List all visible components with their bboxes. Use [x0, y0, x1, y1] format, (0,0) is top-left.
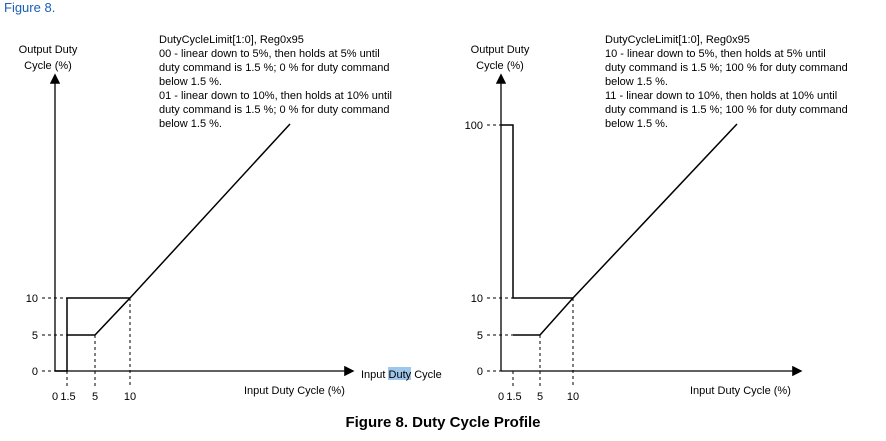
- left-ylabel-line-1: Output Duty: [19, 44, 78, 56]
- left-xtick-10: 10: [124, 391, 136, 403]
- right-desc-line: below 1.5 %.: [605, 118, 668, 130]
- right-profile-10pct: [501, 124, 573, 299]
- left-desc-line: below 1.5 %.: [159, 118, 222, 130]
- right-desc-line: DutyCycleLimit[1:0], Reg0x95: [605, 34, 750, 46]
- right-desc-line: 10 - linear down to 5%, then holds at 5%…: [605, 48, 826, 60]
- figure-link[interactable]: Figure 8.: [4, 0, 56, 15]
- left-xtick-1-5: 1.5: [60, 391, 75, 403]
- left-desc-line: duty command is 1.5 %; 0 % for duty comm…: [159, 62, 390, 74]
- figure-caption: Figure 8. Duty Cycle Profile: [345, 414, 540, 431]
- right-ylabel-line-2: Cycle (%): [476, 60, 524, 72]
- left-ytick-10: 10: [26, 293, 38, 305]
- highlighted-word: Duty: [389, 369, 412, 381]
- right-xtick-1-5: 1.5: [506, 391, 521, 403]
- left-description: DutyCycleLimit[1:0], Reg0x95 00 - linear…: [159, 34, 392, 130]
- left-desc-line: 01 - linear down to 10%, then holds at 1…: [159, 90, 392, 102]
- right-ytick-0: 0: [477, 366, 483, 378]
- left-chart: Output Duty Cycle (%) 10 5 0 0 1.5 5 10 …: [19, 34, 442, 403]
- left-desc-line: DutyCycleLimit[1:0], Reg0x95: [159, 34, 304, 46]
- right-ytick-100: 100: [465, 120, 483, 132]
- right-ylabel-line-1: Output Duty: [471, 44, 530, 56]
- right-xlabel: Input Duty Cycle (%): [690, 385, 791, 397]
- right-ytick-5: 5: [477, 330, 483, 342]
- duty-highlight: [388, 367, 411, 380]
- left-xtick-5: 5: [92, 391, 98, 403]
- right-xtick-10: 10: [567, 391, 579, 403]
- left-xtick-0: 0: [52, 391, 58, 403]
- left-ytick-0: 0: [32, 366, 38, 378]
- left-ylabel-line-2: Cycle (%): [24, 60, 72, 72]
- right-chart: Output Duty Cycle (%) 100 10 5 0 0 1.5 5…: [465, 34, 848, 403]
- right-ytick-10: 10: [471, 293, 483, 305]
- right-desc-line: 11 - linear down to 10%, then holds at 1…: [605, 90, 837, 102]
- right-xtick-0: 0: [498, 391, 504, 403]
- left-ytick-5: 5: [32, 330, 38, 342]
- right-description: DutyCycleLimit[1:0], Reg0x95 10 - linear…: [605, 34, 848, 130]
- left-desc-line: 00 - linear down to 5%, then holds at 5%…: [159, 48, 380, 60]
- right-desc-line: below 1.5 %.: [605, 76, 668, 88]
- right-desc-line: duty command is 1.5 %; 100 % for duty co…: [605, 62, 848, 74]
- right-desc-line: duty command is 1.5 %; 100 % for duty co…: [605, 104, 848, 116]
- right-profile-5pct: [513, 123, 738, 336]
- left-desc-line: duty command is 1.5 %; 0 % for duty comm…: [159, 104, 390, 116]
- left-desc-line: below 1.5 %.: [159, 76, 222, 88]
- left-inline-xlabel: Input Duty Cycle: [361, 369, 442, 381]
- left-xlabel: Input Duty Cycle (%): [244, 385, 345, 397]
- right-xtick-5: 5: [537, 391, 543, 403]
- left-profile-5pct: [67, 123, 291, 336]
